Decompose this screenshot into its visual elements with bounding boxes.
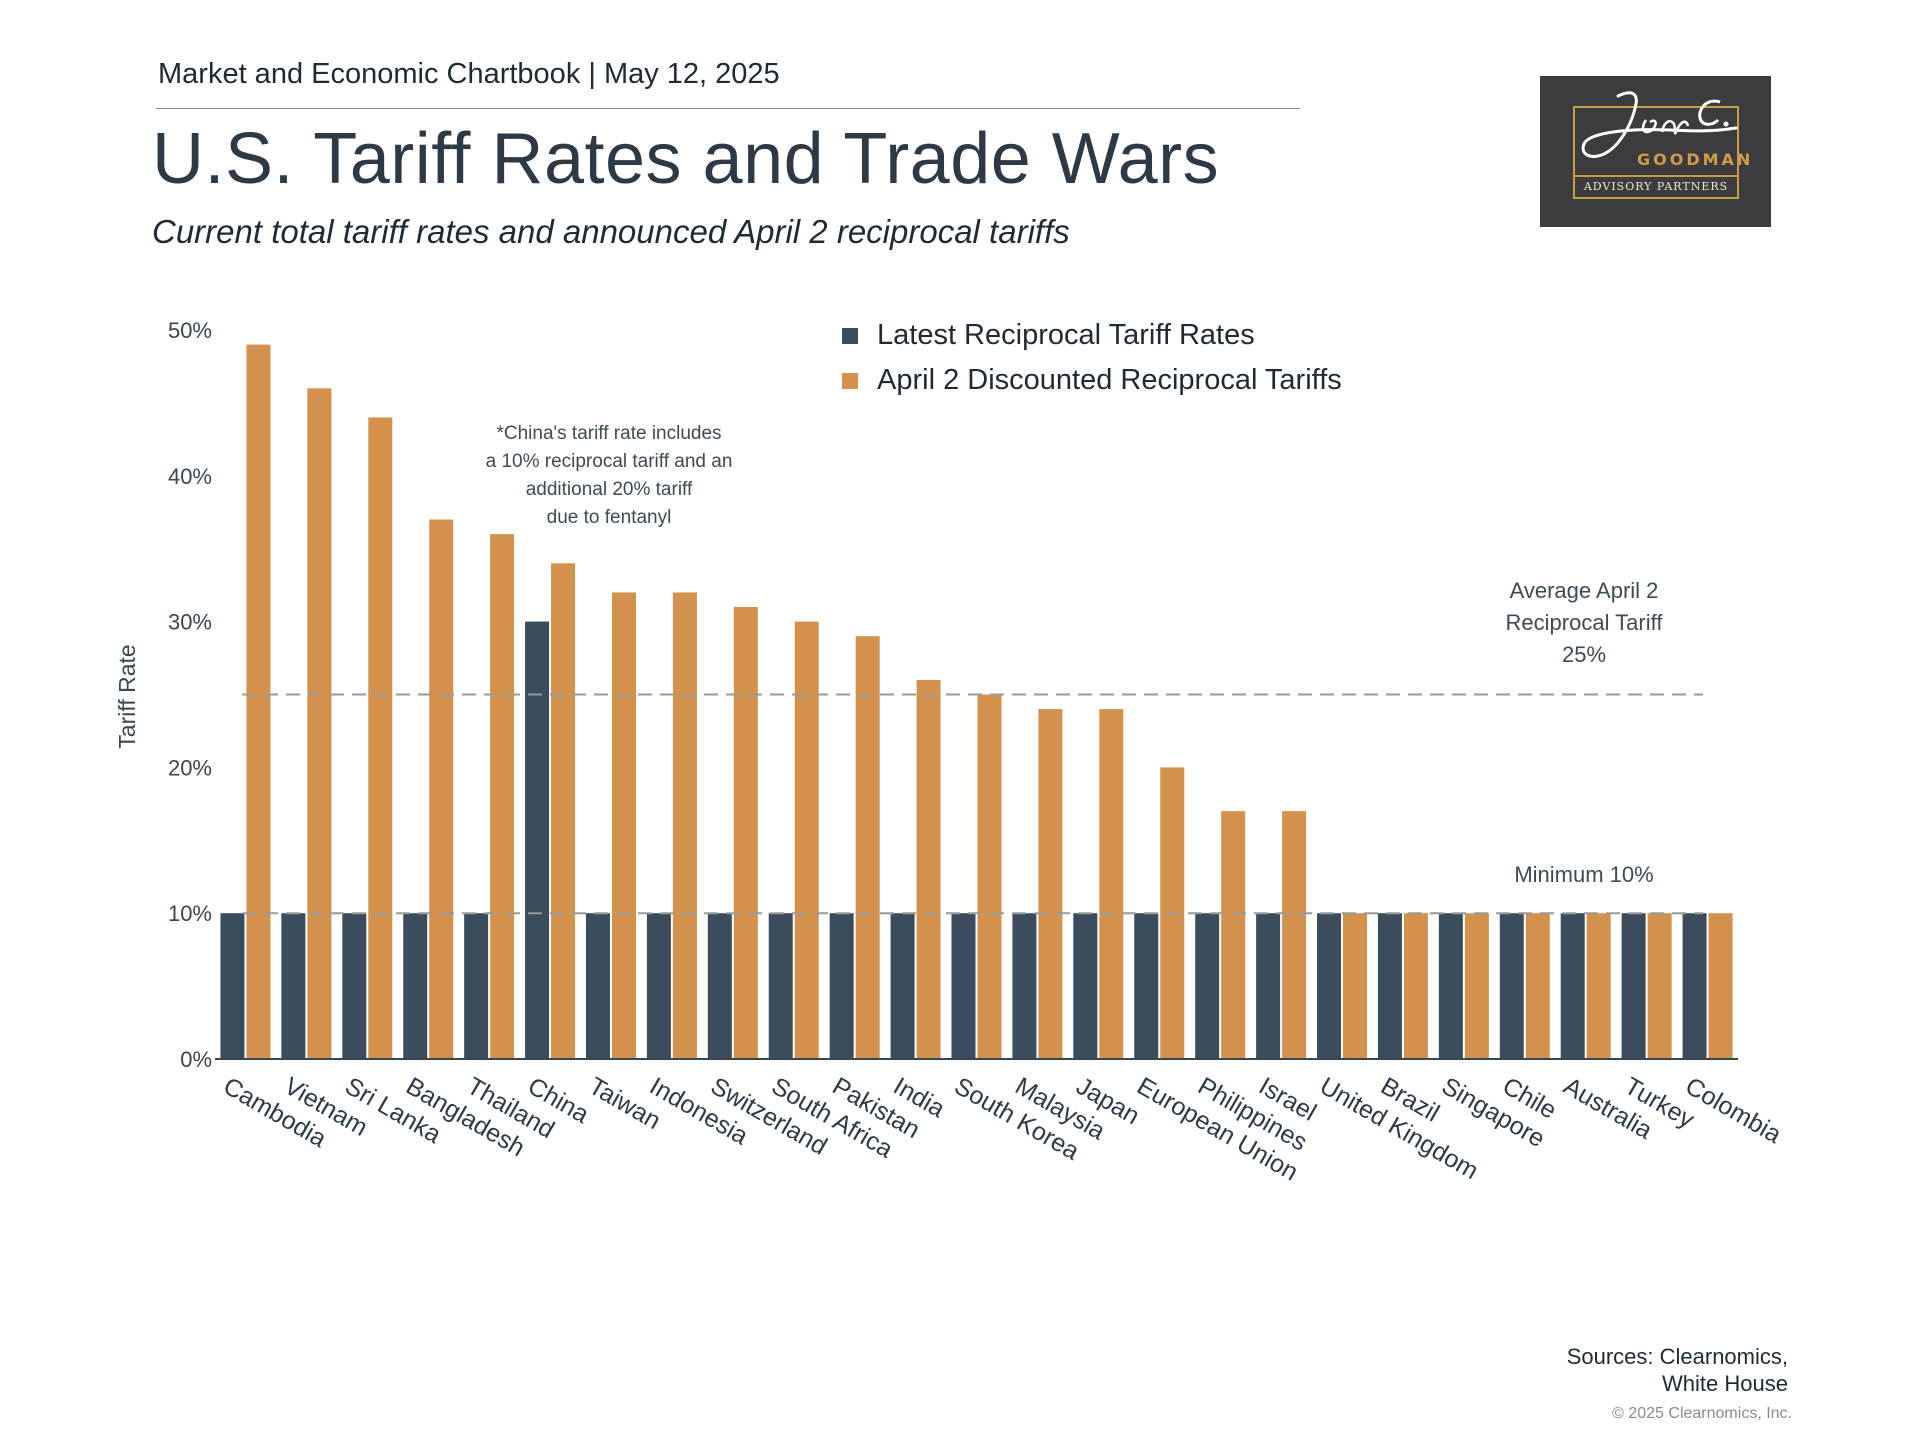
bar-latest	[281, 913, 306, 1059]
bar-latest	[768, 913, 793, 1059]
bar-latest	[951, 913, 976, 1059]
bar-latest	[1317, 913, 1342, 1059]
bar-april2	[490, 534, 515, 1059]
y-tick-label: 0%	[180, 1047, 212, 1072]
sources-note: Sources: Clearnomics, White House	[1567, 1343, 1788, 1397]
bar-april2	[1464, 913, 1489, 1059]
y-tick-label: 10%	[168, 901, 212, 926]
annotation-text: additional 20% tariff	[526, 479, 693, 500]
bar-april2	[733, 607, 758, 1059]
reference-line-label: Minimum 10%	[1514, 862, 1653, 887]
legend-label: Latest Reciprocal Tariff Rates	[877, 319, 1255, 351]
reference-line-label: Reciprocal Tariff	[1506, 610, 1664, 635]
logo-wordmark: GOODMAN	[1637, 150, 1754, 169]
bar-latest	[1134, 913, 1159, 1059]
bar-april2	[1343, 913, 1368, 1059]
goodman-logo: GOODMAN ADVISORY PARTNERS	[1540, 76, 1771, 227]
bar-april2	[611, 592, 636, 1059]
y-tick-label: 40%	[168, 464, 212, 489]
y-tick-label: 30%	[168, 610, 212, 635]
bar-latest	[464, 913, 489, 1059]
bar-latest	[829, 913, 854, 1059]
logo-tagline: ADVISORY PARTNERS	[1583, 180, 1729, 193]
bar-latest	[890, 913, 915, 1059]
bar-april2	[1525, 913, 1550, 1059]
logo-divider	[1573, 175, 1739, 177]
bar-april2	[1647, 913, 1672, 1059]
bar-latest	[403, 913, 428, 1059]
bar-latest	[1012, 913, 1037, 1059]
copyright: © 2025 Clearnomics, Inc.	[1612, 1405, 1792, 1422]
logo-frame	[1573, 106, 1739, 199]
bar-april2	[1282, 811, 1307, 1059]
bar-april2	[1038, 709, 1063, 1059]
bar-latest	[1195, 913, 1220, 1059]
bar-april2	[794, 621, 819, 1059]
sources-line: White House	[1662, 1371, 1788, 1396]
page-subtitle: Current total tariff rates and announced…	[152, 213, 1070, 250]
y-tick-label: 50%	[168, 318, 212, 343]
legend-label: April 2 Discounted Reciprocal Tariffs	[877, 364, 1342, 396]
bar-latest	[1560, 913, 1585, 1059]
bar-latest	[707, 913, 732, 1059]
bar-april2	[672, 592, 697, 1059]
bar-april2	[1099, 709, 1124, 1059]
chartbook-eyebrow: Market and Economic Chartbook | May 12, …	[158, 58, 780, 90]
bar-april2	[551, 563, 576, 1059]
bar-latest	[1621, 913, 1646, 1059]
bar-april2	[1708, 913, 1733, 1059]
bar-april2	[246, 344, 271, 1060]
bar-latest	[585, 913, 610, 1059]
header-divider	[156, 108, 1300, 109]
y-axis-title: Tariff Rate	[114, 644, 140, 748]
page-title: U.S. Tariff Rates and Trade Wars	[152, 119, 1220, 199]
bar-april2	[977, 694, 1002, 1059]
bar-april2	[855, 636, 880, 1059]
bar-april2	[368, 417, 393, 1060]
bar-latest	[1499, 913, 1524, 1059]
signature-mark	[1581, 91, 1738, 158]
reference-line-label: Average April 2	[1510, 578, 1659, 603]
annotation-text: *China's tariff rate includes	[496, 423, 721, 444]
bar-latest	[1682, 913, 1707, 1059]
bar-april2	[1403, 913, 1428, 1059]
bar-april2	[307, 388, 332, 1059]
bar-april2	[916, 679, 941, 1059]
legend-swatch	[842, 373, 858, 389]
bar-april2	[1221, 811, 1246, 1059]
reference-line-label: 25%	[1562, 642, 1606, 667]
sources-line: Sources: Clearnomics,	[1566, 1344, 1788, 1369]
bar-latest	[1377, 913, 1402, 1059]
bar-latest	[646, 913, 671, 1059]
bar-april2	[1586, 913, 1611, 1059]
y-tick-label: 20%	[168, 755, 212, 780]
bar-latest	[1256, 913, 1281, 1059]
bar-latest	[220, 913, 245, 1059]
legend-swatch	[842, 328, 858, 344]
bar-latest	[342, 913, 367, 1059]
annotation-text: due to fentanyl	[547, 507, 672, 528]
bar-latest	[1073, 913, 1098, 1059]
annotation-text: a 10% reciprocal tariff and an	[486, 451, 733, 472]
bar-latest	[1438, 913, 1463, 1059]
bar-april2	[429, 519, 454, 1059]
bar-latest	[525, 621, 550, 1059]
